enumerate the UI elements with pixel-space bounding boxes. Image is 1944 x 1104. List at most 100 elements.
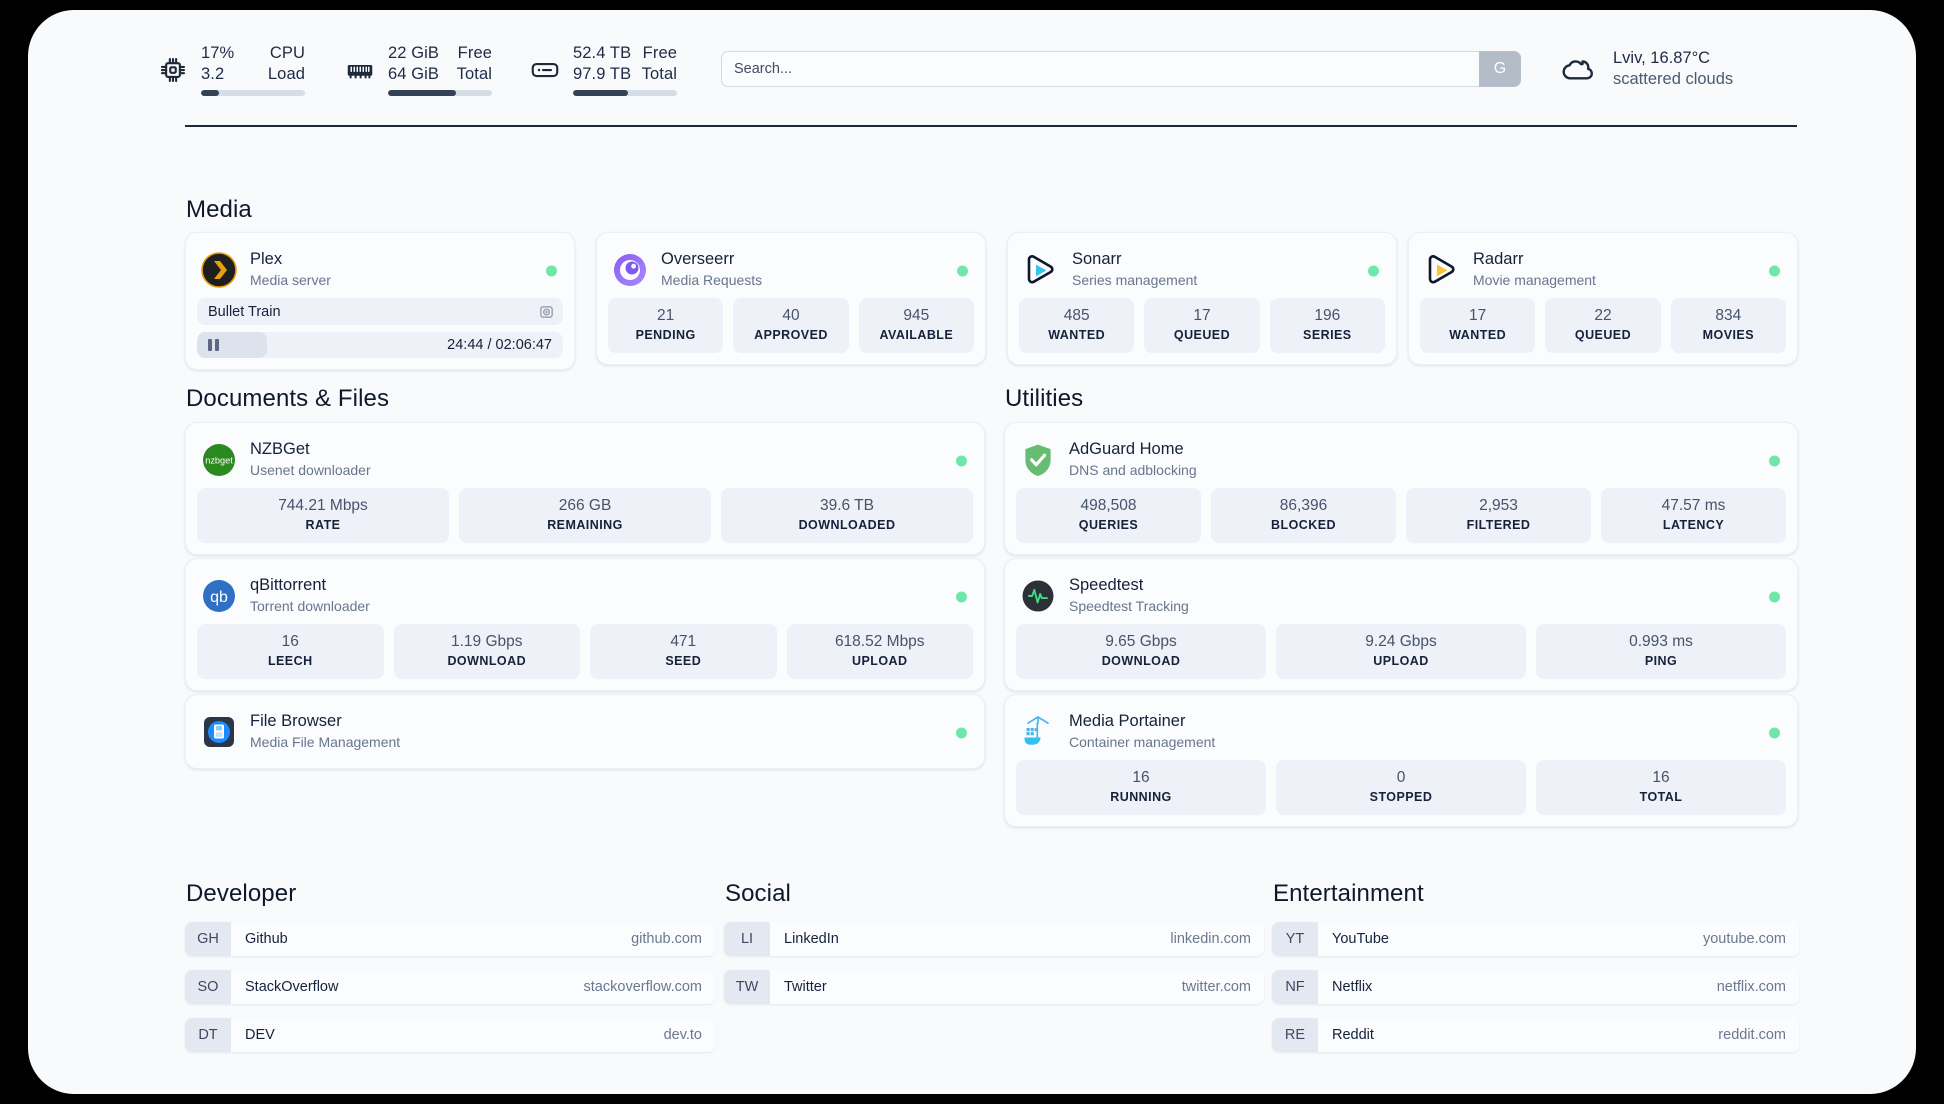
card-overseerr-name: Overseerr — [661, 250, 735, 268]
stat-tile: 16 TOTAL — [1536, 760, 1786, 815]
link-badge: DT — [185, 1018, 231, 1052]
card-radarr[interactable]: Radarr Movie management 17 WANTED 22 QUE… — [1408, 232, 1798, 365]
link-name: Github — [245, 931, 288, 947]
status-badge — [957, 265, 968, 276]
qbittorrent-icon: qb — [201, 578, 237, 614]
media-section-title: Media — [186, 196, 252, 223]
stat-label: SEED — [665, 654, 702, 668]
stat-tile: 618.52 Mbps UPLOAD — [786, 624, 973, 679]
list-item[interactable]: TW Twitter twitter.com — [724, 970, 1264, 1004]
utilities-section-title: Utilities — [1005, 385, 1084, 412]
stat-value: 17 — [1469, 307, 1487, 324]
stat-tile: 17 WANTED — [1420, 298, 1536, 353]
portainer-icon — [1020, 714, 1056, 750]
list-item[interactable]: SO StackOverflow stackoverflow.com — [185, 970, 715, 1004]
disk-progress-bar — [573, 89, 677, 96]
link-badge: RE — [1272, 1018, 1318, 1052]
developer-section-title: Developer — [186, 880, 297, 907]
pause-icon[interactable] — [208, 339, 219, 351]
link-url: stackoverflow.com — [583, 979, 702, 995]
stat-tile: 266 GB REMAINING — [459, 488, 711, 543]
card-sonarr-stats: 485 WANTED 17 QUEUED 196 SERIES — [1019, 298, 1385, 353]
link-name: Reddit — [1332, 1027, 1374, 1043]
stat-tile: 21 PENDING — [608, 298, 724, 353]
cast-icon[interactable] — [539, 304, 554, 319]
disk-icon — [530, 55, 560, 85]
card-radarr-name: Radarr — [1473, 250, 1524, 268]
card-filebrowser[interactable]: File Browser Media File Management — [185, 694, 985, 769]
header-bar: 17% 3.2 CPU Load — [158, 28, 1790, 110]
stat-value: 17 — [1193, 307, 1211, 324]
stat-label: RUNNING — [1110, 790, 1172, 804]
list-item[interactable]: GH Github github.com — [185, 922, 715, 956]
card-adguard[interactable]: AdGuard Home DNS and adblocking 498,508 … — [1004, 422, 1798, 555]
card-nzbget[interactable]: nzbget NZBGet Usenet downloader 744.21 M… — [185, 422, 985, 555]
disk-total-value: 97.9 TB — [573, 64, 632, 83]
stat-tile: 17 QUEUED — [1144, 298, 1260, 353]
memory-label-top: Free — [457, 43, 492, 62]
card-plex[interactable]: Plex Media server Bullet Train — [185, 232, 575, 370]
stat-value: 16 — [1652, 769, 1670, 786]
card-nzbget-subtitle: Usenet downloader — [250, 462, 371, 478]
status-badge — [1769, 265, 1780, 276]
stat-label: WANTED — [1449, 328, 1507, 342]
card-qbittorrent[interactable]: qb qBittorrent Torrent downloader 16 LEE… — [185, 558, 985, 691]
stat-label: TOTAL — [1639, 790, 1683, 804]
card-overseerr-subtitle: Media Requests — [661, 272, 763, 288]
card-filebrowser-subtitle: Media File Management — [250, 734, 401, 750]
card-nzbget-header: nzbget NZBGet Usenet downloader — [197, 433, 973, 488]
search-submit-button[interactable]: G — [1479, 51, 1521, 87]
list-item[interactable]: YT YouTube youtube.com — [1272, 922, 1799, 956]
card-portainer-name: Media Portainer — [1069, 712, 1186, 730]
card-portainer[interactable]: Media Portainer Container management 16 … — [1004, 694, 1798, 827]
stat-tile: 39.6 TB DOWNLOADED — [721, 488, 973, 543]
weather-text: Lviv, 16.87°C scattered clouds — [1613, 48, 1733, 90]
stat-value: 40 — [782, 307, 800, 324]
stat-value: 2,953 — [1479, 497, 1518, 514]
link-name: YouTube — [1332, 931, 1389, 947]
card-qbittorrent-header: qb qBittorrent Torrent downloader — [197, 569, 973, 624]
card-overseerr[interactable]: Overseerr Media Requests 21 PENDING 40 A… — [596, 232, 986, 365]
card-portainer-header: Media Portainer Container management — [1016, 705, 1786, 760]
link-badge: GH — [185, 922, 231, 956]
link-badge: YT — [1272, 922, 1318, 956]
stat-label: STOPPED — [1369, 790, 1433, 804]
link-name: LinkedIn — [784, 931, 839, 947]
sonarr-icon — [1023, 252, 1059, 288]
card-sonarr-meta: Sonarr Series management — [1072, 249, 1197, 290]
stat-value: 47.57 ms — [1661, 497, 1726, 514]
svg-text:qb: qb — [210, 589, 228, 606]
stat-value: 0.993 ms — [1629, 633, 1693, 650]
card-nzbget-name: NZBGet — [250, 440, 310, 458]
stat-tile: 86,396 BLOCKED — [1211, 488, 1396, 543]
list-item[interactable]: NF Netflix netflix.com — [1272, 970, 1799, 1004]
memory-stat: 22 GiB 64 GiB Free Total — [345, 43, 492, 96]
card-sonarr[interactable]: Sonarr Series management 485 WANTED 17 Q… — [1007, 232, 1397, 365]
now-playing-progress[interactable]: 24:44 / 02:06:47 — [197, 332, 563, 358]
list-item[interactable]: RE Reddit reddit.com — [1272, 1018, 1799, 1052]
stat-value: 196 — [1314, 307, 1341, 324]
stat-value: 498,508 — [1080, 497, 1137, 514]
stat-label: SERIES — [1303, 328, 1352, 342]
disk-free-value: 52.4 TB — [573, 43, 632, 62]
list-item[interactable]: LI LinkedIn linkedin.com — [724, 922, 1264, 956]
card-sonarr-name: Sonarr — [1072, 250, 1122, 268]
card-speedtest[interactable]: Speedtest Speedtest Tracking 9.65 Gbps D… — [1004, 558, 1798, 691]
stat-label: RATE — [305, 518, 341, 532]
card-radarr-subtitle: Movie management — [1473, 272, 1596, 288]
social-section-title: Social — [725, 880, 791, 907]
link-badge: LI — [724, 922, 770, 956]
stat-tile: 0.993 ms PING — [1536, 624, 1786, 679]
search-input[interactable] — [721, 51, 1479, 87]
header-divider — [185, 125, 1797, 127]
cpu-label-bottom: Load — [267, 64, 305, 83]
list-item[interactable]: DT DEV dev.to — [185, 1018, 715, 1052]
stat-tile: 196 SERIES — [1269, 298, 1385, 353]
stat-tile: 40 APPROVED — [733, 298, 849, 353]
card-speedtest-subtitle: Speedtest Tracking — [1069, 598, 1189, 614]
link-url: twitter.com — [1181, 979, 1251, 995]
disk-label-top: Free — [642, 43, 677, 62]
card-plex-header: Plex Media server — [197, 243, 563, 298]
stat-tile: 16 LEECH — [197, 624, 384, 679]
overseerr-icon — [612, 252, 648, 288]
